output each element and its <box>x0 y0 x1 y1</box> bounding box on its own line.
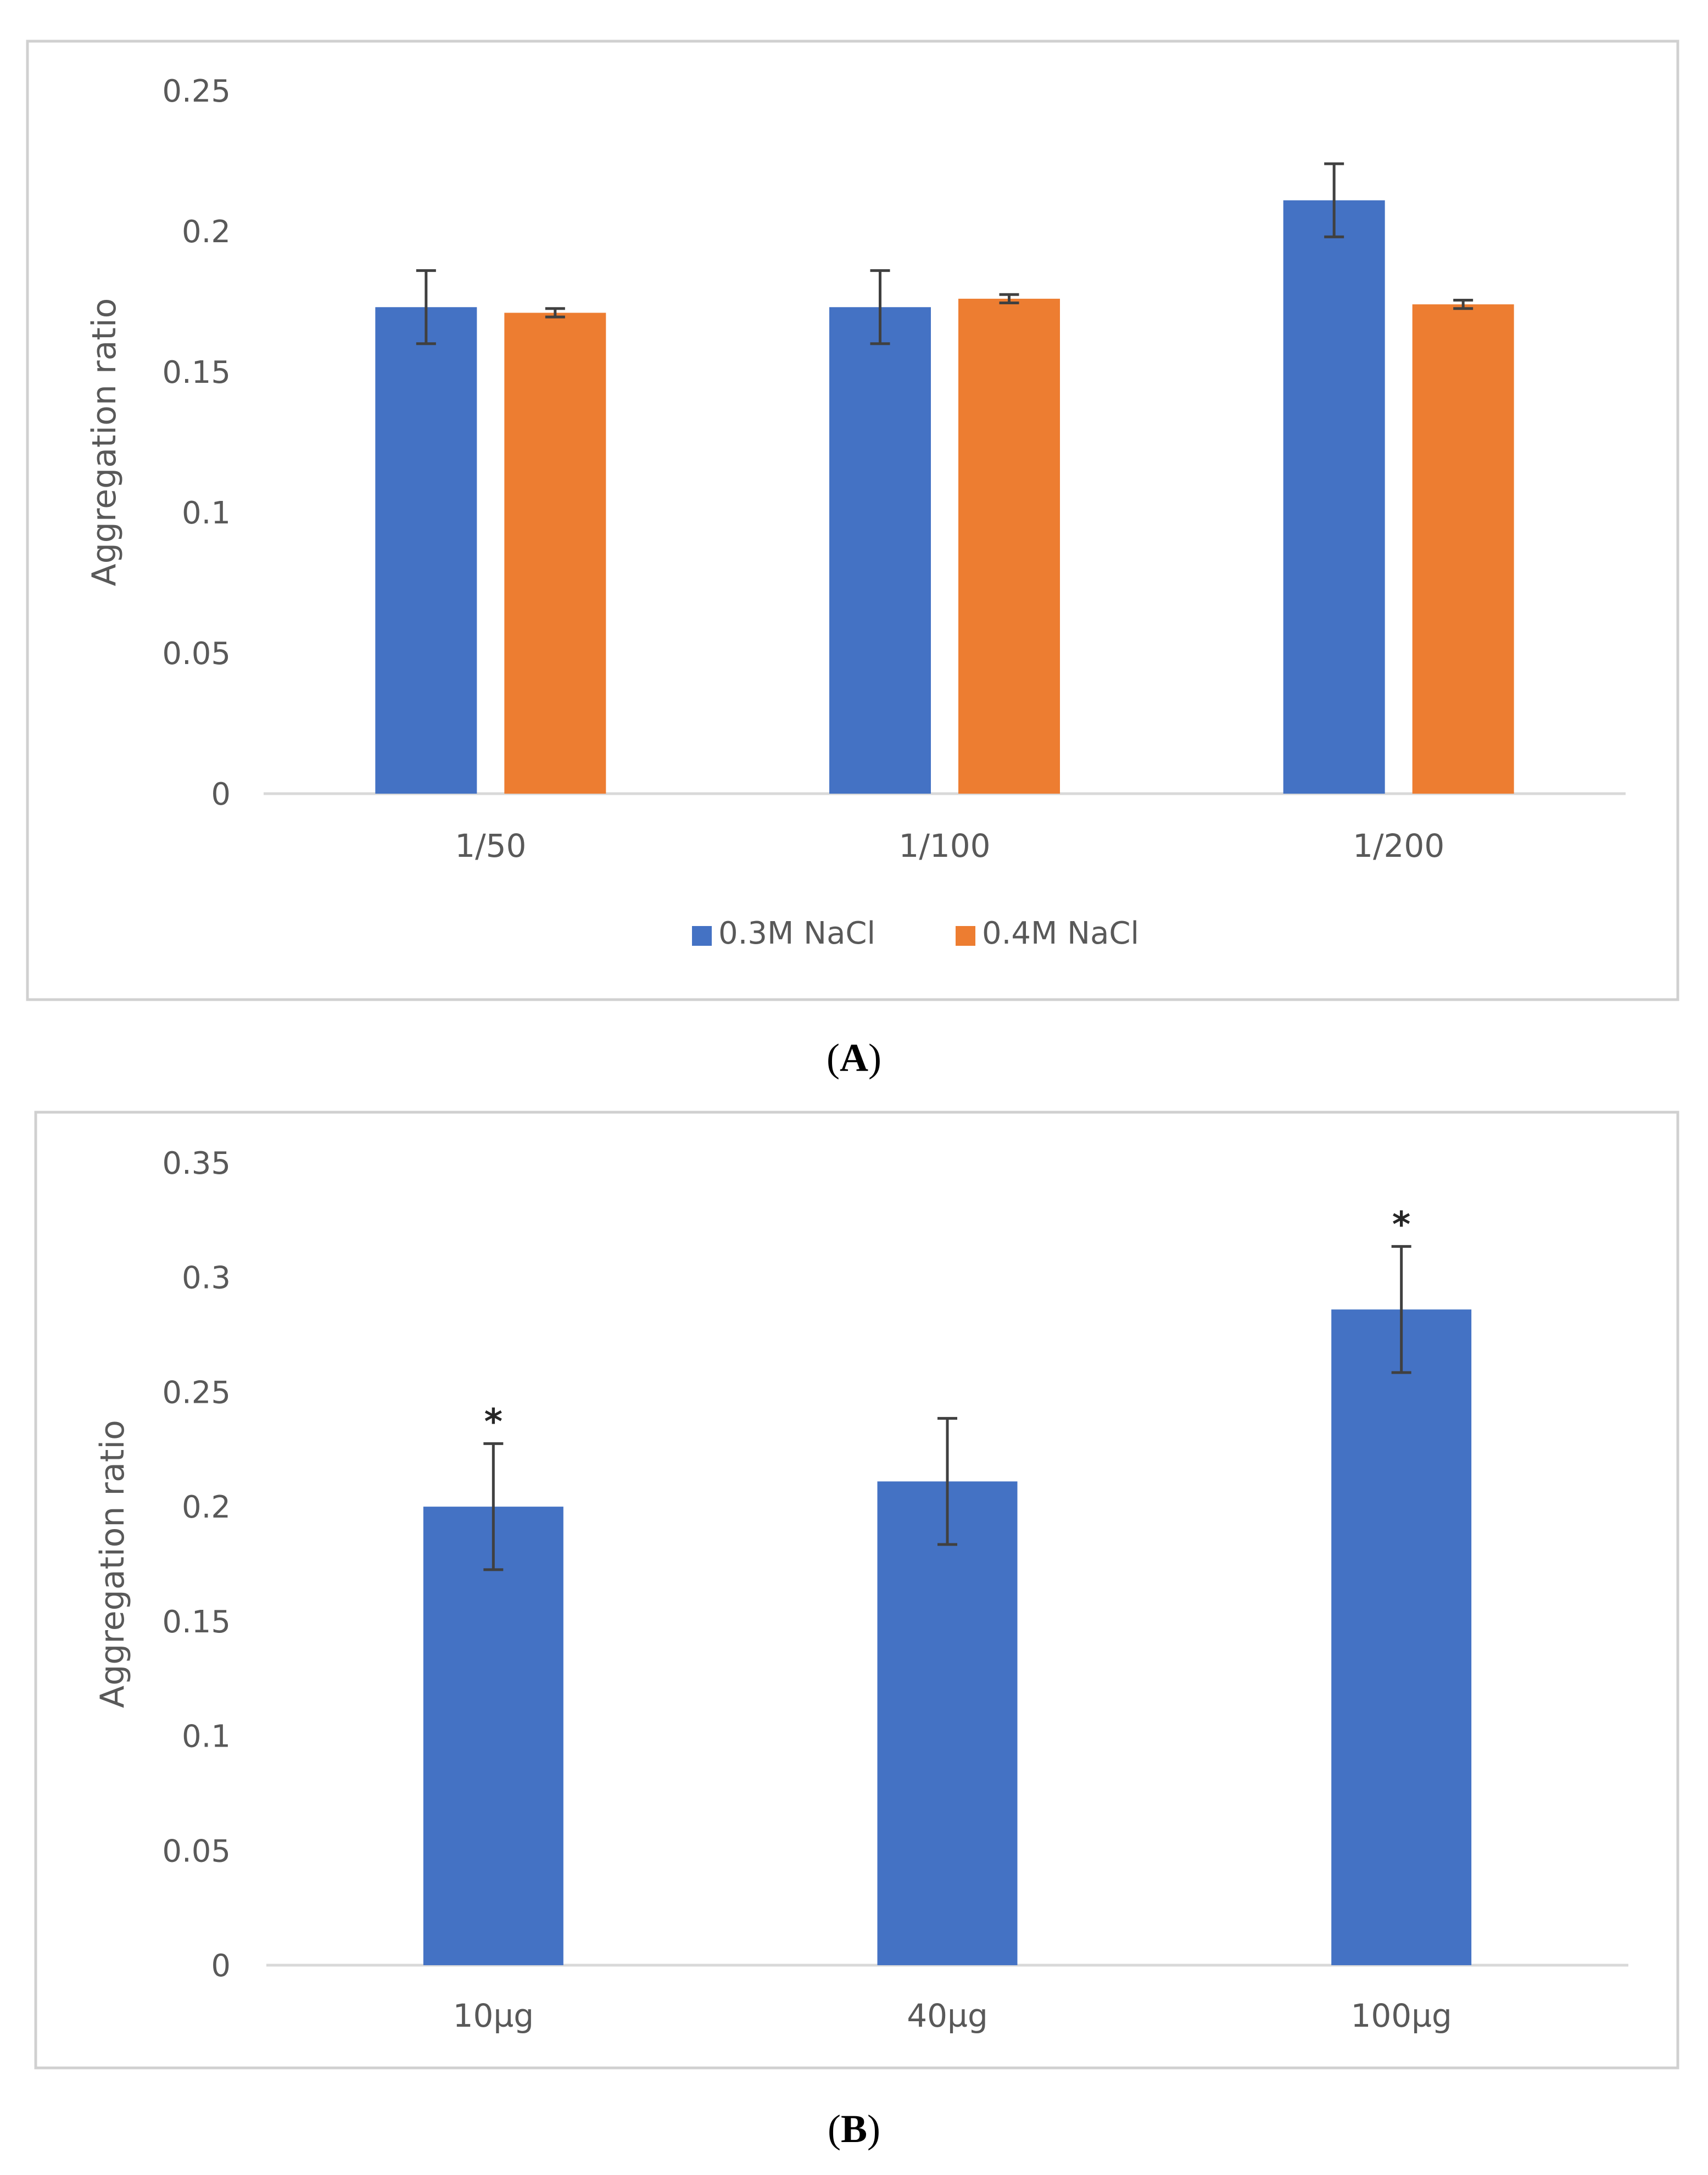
chart-a-legend-label: 0.3M NaCl <box>718 916 875 951</box>
chart-a-y-tick-label: 0.2 <box>182 214 231 250</box>
chart-b-y-tick-label: 0 <box>211 1948 231 1984</box>
chart-a-plot: 0 0.05 0.1 0.15 0.2 0.25 Aggregation ratio 1/50… <box>85 74 1626 951</box>
chart-a-y-tick-label: 0.15 <box>162 355 231 391</box>
caption-a: (A) <box>827 1036 881 1080</box>
chart-b-y-tick-label: 0.3 <box>182 1261 231 1296</box>
chart-a-y-tick-label: 0.1 <box>182 495 231 531</box>
chart-b-y-tick-label: 0.25 <box>162 1375 231 1410</box>
chart-b-x-tick-label: 100µg <box>1350 1997 1452 2034</box>
caption-a-letter: A <box>840 1036 868 1080</box>
chart-a-bar <box>375 307 477 794</box>
caption-b: (B) <box>828 2107 880 2151</box>
chart-a-y-tick-label: 0 <box>211 777 231 812</box>
chart-b-x-tick-label: 40µg <box>907 1997 988 2034</box>
chart-b-y-tick-label: 0.1 <box>182 1719 231 1755</box>
chart-b-plot: 0 0.05 0.1 0.15 0.2 0.25 0.3 0.35 Aggregation ra… <box>93 1146 1628 2034</box>
chart-a-legend-label: 0.4M NaCl <box>982 916 1139 951</box>
chart-a-bar <box>504 313 606 794</box>
chart-b-y-tick-label: 0.05 <box>162 1833 231 1869</box>
chart-a-x-tick-label: 1/200 <box>1353 827 1444 865</box>
chart-b-significance-marker: * <box>484 1402 503 1442</box>
chart-a-y-tick-label: 0.05 <box>162 636 231 672</box>
chart-a-bar <box>1283 200 1385 794</box>
chart-a-bar <box>829 307 931 794</box>
chart-b-y-axis-label: Aggregation ratio <box>93 1420 132 1708</box>
caption-b-letter: B <box>840 2107 868 2151</box>
chart-b-bar <box>877 1481 1018 1965</box>
chart-a-y-axis-label: Aggregation ratio <box>85 298 124 587</box>
chart-b-y-tick-label: 0.35 <box>162 1146 231 1181</box>
chart-a-legend-swatch <box>692 926 712 946</box>
chart-b-significance-marker: * <box>1392 1204 1410 1245</box>
chart-a-legend-swatch <box>956 926 975 946</box>
chart-a-bar <box>958 298 1060 794</box>
chart-b-y-tick-label: 0.2 <box>182 1490 231 1525</box>
chart-b-bar <box>1331 1309 1472 1965</box>
chart-a-x-tick-label: 1/100 <box>898 827 990 865</box>
chart-a-x-tick-label: 1/50 <box>455 827 526 865</box>
chart-b-bar <box>423 1507 563 1965</box>
chart-a-y-tick-label: 0.25 <box>162 74 231 109</box>
chart-b-y-tick-label: 0.15 <box>162 1604 231 1640</box>
chart-b-x-tick-label: 10µg <box>453 1997 534 2034</box>
chart-a-bar <box>1412 304 1514 794</box>
